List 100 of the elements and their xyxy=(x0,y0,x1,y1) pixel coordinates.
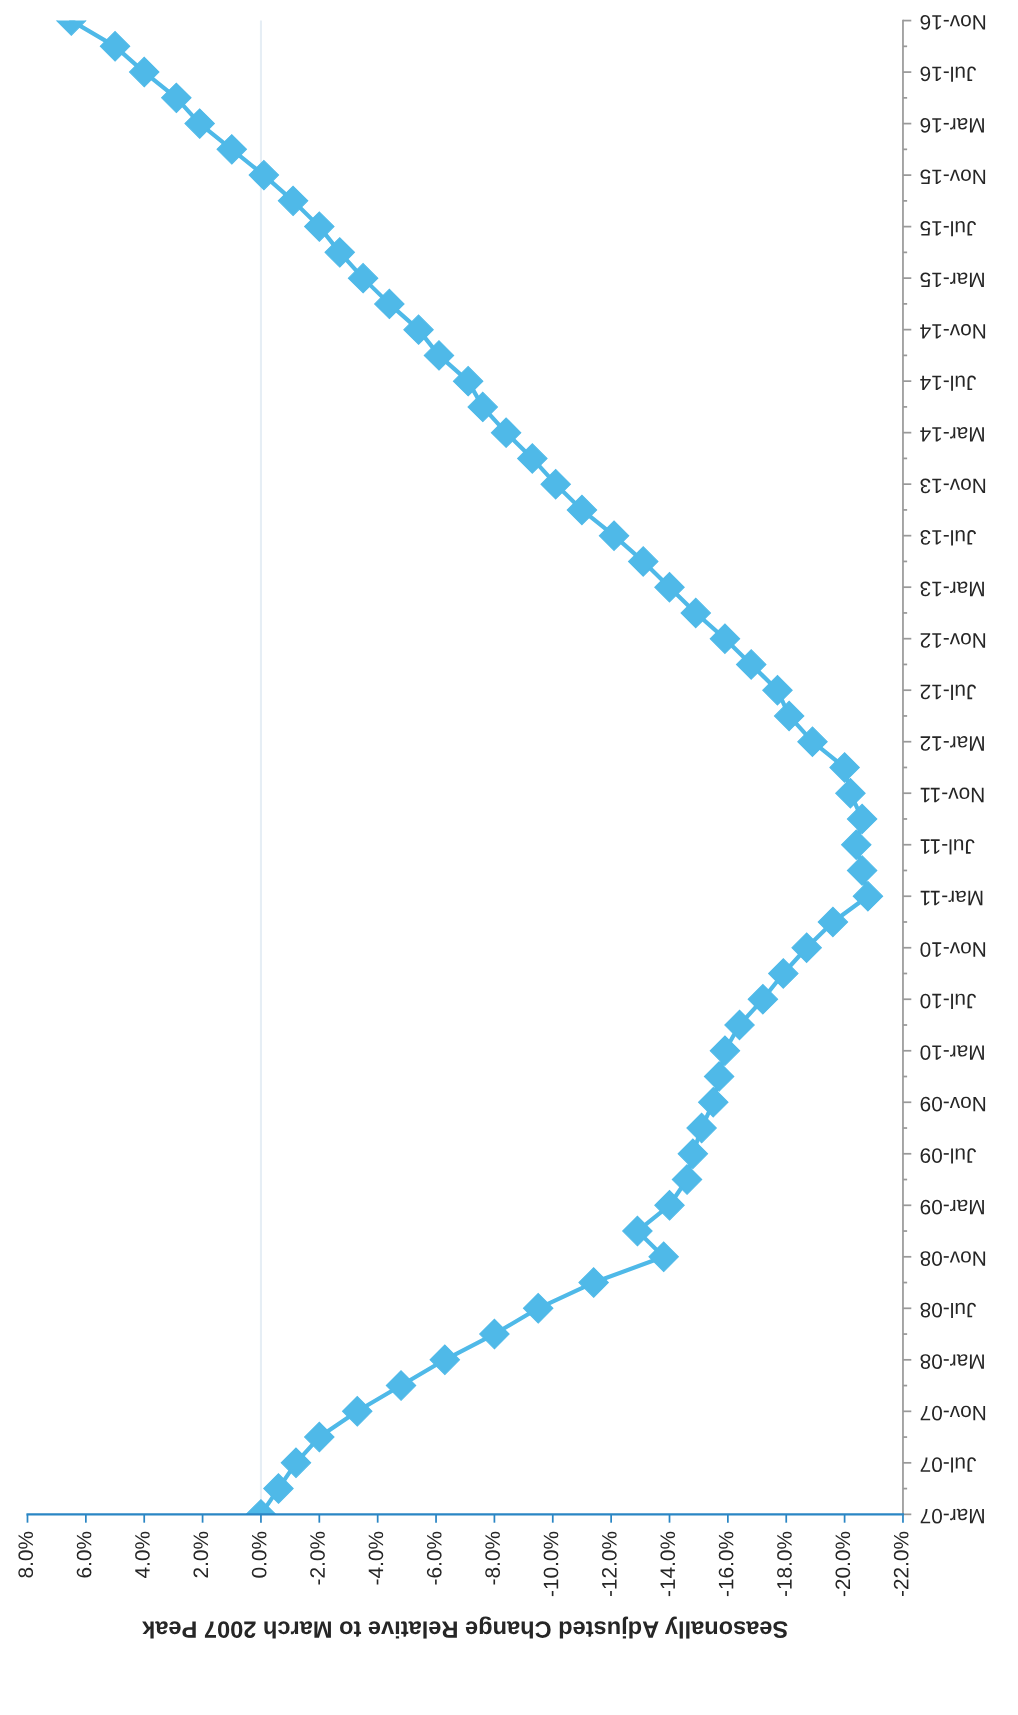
point xyxy=(680,597,712,629)
point xyxy=(846,855,878,886)
point xyxy=(703,1061,735,1092)
point xyxy=(304,1421,335,1453)
point xyxy=(479,1318,510,1350)
point xyxy=(709,1035,741,1067)
x-tick-label: -14.0% xyxy=(660,1531,676,1597)
x-tick-label: -6.0% xyxy=(426,1531,442,1585)
point xyxy=(846,803,878,835)
y-tick-label: Jul-07 xyxy=(920,1457,977,1473)
y-tick-label: Nov-16 xyxy=(920,14,986,30)
point xyxy=(342,1396,373,1427)
point xyxy=(735,649,767,680)
point xyxy=(852,880,884,912)
point xyxy=(423,340,455,371)
point xyxy=(128,56,160,88)
y-tick-label: Nov-15 xyxy=(920,169,986,185)
point xyxy=(791,932,822,963)
point xyxy=(452,365,484,397)
point xyxy=(622,1215,653,1247)
y-tick-label: Nov-12 xyxy=(920,633,986,648)
y-tick-label: Jul-08 xyxy=(920,1302,977,1319)
point xyxy=(829,752,860,783)
point xyxy=(654,1190,685,1221)
y-tick-label: Mar-14 xyxy=(920,427,984,442)
y-tick-label: Mar-11 xyxy=(920,890,983,906)
point xyxy=(467,391,498,423)
point xyxy=(490,417,522,448)
x-tick-label: -22.0% xyxy=(893,1531,909,1597)
y-tick-label: Nov-10 xyxy=(920,942,986,957)
x-tick-label: -16.0% xyxy=(718,1531,734,1597)
point xyxy=(797,726,828,757)
point xyxy=(747,984,779,1015)
point xyxy=(566,494,598,526)
x-tick-label: 4.0% xyxy=(135,1531,150,1579)
point xyxy=(403,314,434,345)
y-tick-label: Nov-11 xyxy=(920,787,984,803)
point xyxy=(216,134,248,165)
point xyxy=(248,159,280,191)
y-tick-label: Jul-14 xyxy=(920,375,977,391)
y-tick-label: Nov-14 xyxy=(920,324,986,339)
point xyxy=(841,829,872,860)
point xyxy=(578,1267,609,1298)
y-tick-label: Nov-13 xyxy=(920,478,986,494)
point xyxy=(686,1112,717,1144)
y-tick-label: Mar-10 xyxy=(920,1045,984,1060)
y-tick-label: Jul-09 xyxy=(920,1148,977,1164)
point xyxy=(540,468,571,500)
y-tick-label: Nov-08 xyxy=(920,1251,986,1266)
point xyxy=(773,700,805,732)
x-tick-label: -4.0% xyxy=(368,1531,384,1585)
x-tick-label: -2.0% xyxy=(310,1531,325,1585)
point xyxy=(835,777,866,809)
point xyxy=(324,237,355,268)
point xyxy=(374,288,405,320)
x-axis-title: Seasonally Adjusted Change Relative to March 2007 Peak xyxy=(142,1616,788,1639)
y-tick-label: Jul-10 xyxy=(920,993,977,1009)
point xyxy=(280,1447,312,1479)
point xyxy=(99,31,131,62)
point xyxy=(277,185,309,217)
point xyxy=(385,1370,417,1401)
y-tick-label: Mar-15 xyxy=(920,272,984,288)
y-tick-label: Mar-12 xyxy=(920,736,984,751)
y-tick-label: Mar-07 xyxy=(920,1508,984,1524)
y-tick-label: Jul-15 xyxy=(920,221,977,237)
x-tick-label: -10.0% xyxy=(543,1531,559,1597)
point xyxy=(654,571,685,603)
x-tick-label: -8.0% xyxy=(485,1531,500,1585)
y-tick-label: Jul-13 xyxy=(920,530,977,546)
point xyxy=(161,82,192,114)
point xyxy=(768,958,799,989)
point xyxy=(724,1009,755,1041)
y-tick-label: Jul-12 xyxy=(920,684,977,700)
y-tick-label: Nov-07 xyxy=(920,1405,986,1421)
y-tick-label: Nov-09 xyxy=(920,1096,986,1112)
x-tick-label: -20.0% xyxy=(835,1531,851,1597)
y-tick-label: Mar-08 xyxy=(920,1354,984,1369)
point xyxy=(677,1138,709,1170)
point xyxy=(762,674,793,706)
point xyxy=(648,1241,679,1273)
x-tick-label: -12.0% xyxy=(601,1531,617,1597)
x-tick-label: 2.0% xyxy=(193,1531,209,1578)
point xyxy=(304,211,335,242)
point xyxy=(522,1293,554,1324)
point xyxy=(709,623,741,654)
point xyxy=(671,1164,703,1195)
point xyxy=(598,520,630,551)
point xyxy=(429,1344,461,1376)
point xyxy=(627,546,659,577)
x-tick-label: 6.0% xyxy=(76,1531,92,1578)
x-tick-label: -18.0% xyxy=(777,1531,792,1597)
y-tick-label: Mar-09 xyxy=(920,1199,984,1215)
point xyxy=(347,262,379,294)
y-tick-label: Mar-13 xyxy=(920,581,984,597)
point xyxy=(517,443,548,474)
y-tick-label: Jul-16 xyxy=(920,66,977,82)
point xyxy=(698,1087,729,1118)
point xyxy=(817,906,849,938)
y-tick-label: Mar-16 xyxy=(920,118,984,133)
point xyxy=(263,1473,294,1504)
